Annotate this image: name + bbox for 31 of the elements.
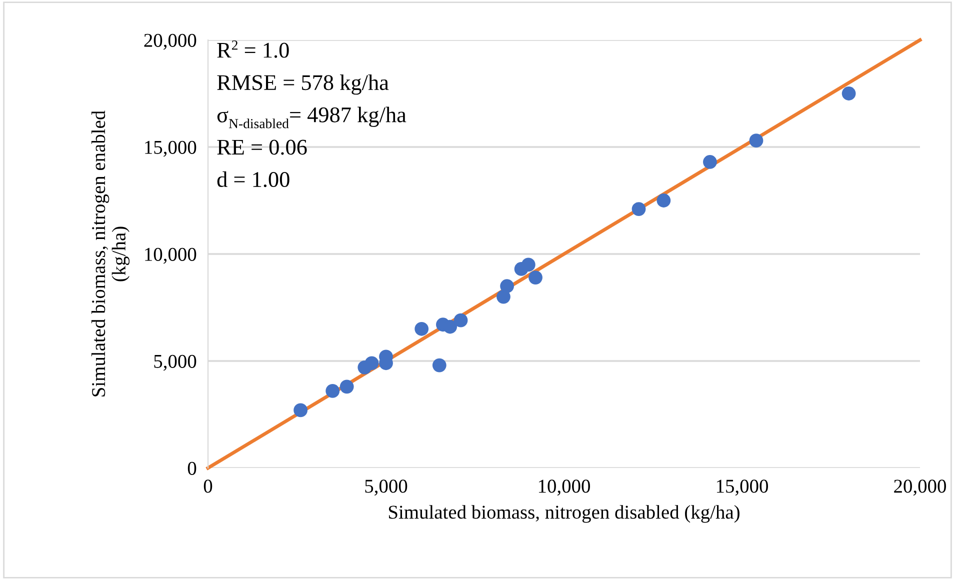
y-axis-title: Simulated biomass, nitrogen enabled (kg/ha) (91, 110, 130, 396)
point (632, 202, 646, 216)
y-tick-label: 5,000 (154, 354, 196, 371)
y-tick-label: 10,000 (145, 248, 196, 264)
x-tick-label: 0 (204, 480, 212, 493)
x-tick-label: 10,000 (538, 480, 590, 496)
point (454, 313, 468, 328)
y-tick-label: 0 (188, 462, 196, 475)
y-tick-label: 20,000 (144, 34, 196, 50)
point (842, 86, 856, 100)
point (326, 384, 340, 398)
annotation: RE = 0.06 (217, 140, 307, 155)
annotation: RMSE = 578 kg/ha (217, 74, 389, 95)
point (656, 194, 671, 208)
x-axis-title: Simulated biomass, nitrogen disabled (kg/ha) (388, 505, 740, 523)
point (500, 279, 514, 294)
point (528, 270, 542, 284)
x-tick-label: 15,000 (716, 480, 768, 496)
point (703, 155, 717, 169)
x-tick-label: 5,000 (365, 480, 408, 496)
y-tick-label: 15,000 (145, 140, 196, 157)
point (749, 134, 764, 148)
point (340, 380, 354, 394)
point (294, 403, 308, 418)
annotation: d = 1.00 (217, 171, 290, 188)
point (414, 322, 429, 336)
x-tick-label: 20,000 (894, 480, 946, 496)
point (432, 358, 446, 372)
point (443, 320, 458, 334)
point (521, 258, 536, 272)
point (364, 356, 379, 370)
